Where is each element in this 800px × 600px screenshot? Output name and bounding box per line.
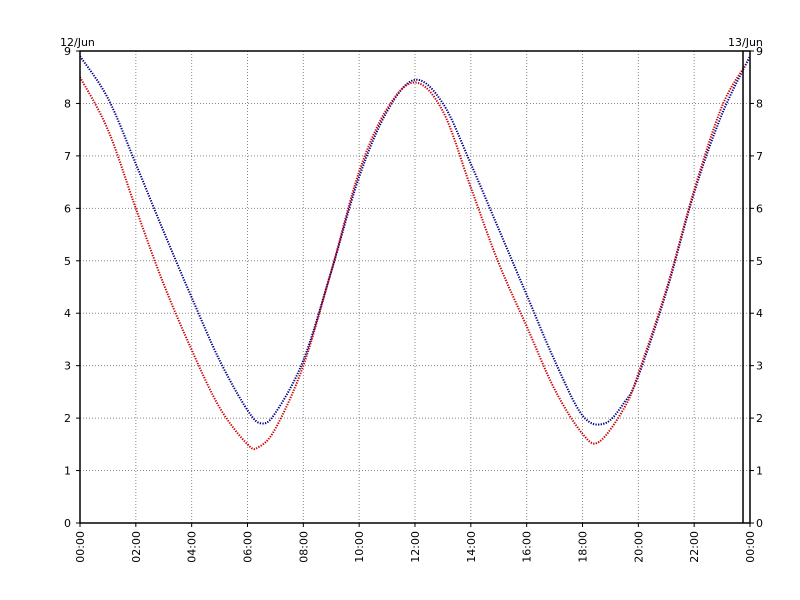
y-tick-label-left: 6 xyxy=(64,202,71,215)
y-tick-label-left: 2 xyxy=(64,412,71,425)
y-tick-label-left: 8 xyxy=(64,97,71,110)
plot-background xyxy=(80,51,750,523)
y-tick-label-right: 5 xyxy=(756,255,763,268)
y-tick-label-right: 6 xyxy=(756,202,763,215)
series-line-1 xyxy=(79,55,751,426)
y-tick-label-left: 9 xyxy=(64,45,71,58)
y-tick-label-right: 3 xyxy=(756,360,763,373)
y-axis-left: 0 1 2 3 4 5 6 7 8 9 xyxy=(64,45,80,530)
date-label-start: 12/Jun xyxy=(60,36,95,49)
y-tick-label-left: 0 xyxy=(64,517,71,530)
x-tick-label: 18:00 xyxy=(577,531,590,563)
x-tick-label: 14:00 xyxy=(465,531,478,563)
y-tick-label-right: 2 xyxy=(756,412,763,425)
y-tick-label-right: 1 xyxy=(756,465,763,478)
x-tick-label: 08:00 xyxy=(297,531,310,563)
grid-lines xyxy=(80,51,750,523)
series-line-2 xyxy=(79,66,746,451)
x-tick-label: 22:00 xyxy=(688,531,701,563)
y-tick-label-right: 7 xyxy=(756,150,763,163)
y-tick-label-right: 0 xyxy=(756,517,763,530)
date-label-end: 13/Jun xyxy=(728,36,763,49)
y-tick-label-right: 8 xyxy=(756,97,763,110)
x-tick-label: 02:00 xyxy=(130,531,143,563)
x-tick-label: 00:00 xyxy=(74,531,87,563)
x-tick-label: 06:00 xyxy=(242,531,255,563)
y-axis-right: 0 1 2 3 4 5 6 7 8 9 xyxy=(750,45,763,530)
y-tick-label-left: 3 xyxy=(64,360,71,373)
series-layer xyxy=(79,55,751,451)
x-tick-label: 04:00 xyxy=(186,531,199,563)
x-axis: 00:00 02:00 04:00 06:00 08:00 10:00 12:00 14:00… xyxy=(74,523,757,563)
y-tick-label-left: 1 xyxy=(64,465,71,478)
x-tick-label: 12:00 xyxy=(409,531,422,563)
y-tick-label-right: 4 xyxy=(756,307,763,320)
y-tick-label-left: 5 xyxy=(64,255,71,268)
y-tick-label-right: 9 xyxy=(756,45,763,58)
x-tick-label: 00:00 xyxy=(744,531,757,563)
y-tick-label-left: 4 xyxy=(64,307,71,320)
x-tick-label: 20:00 xyxy=(632,531,645,563)
x-tick-label: 16:00 xyxy=(521,531,534,563)
x-tick-label: 10:00 xyxy=(353,531,366,563)
y-tick-label-left: 7 xyxy=(64,150,71,163)
